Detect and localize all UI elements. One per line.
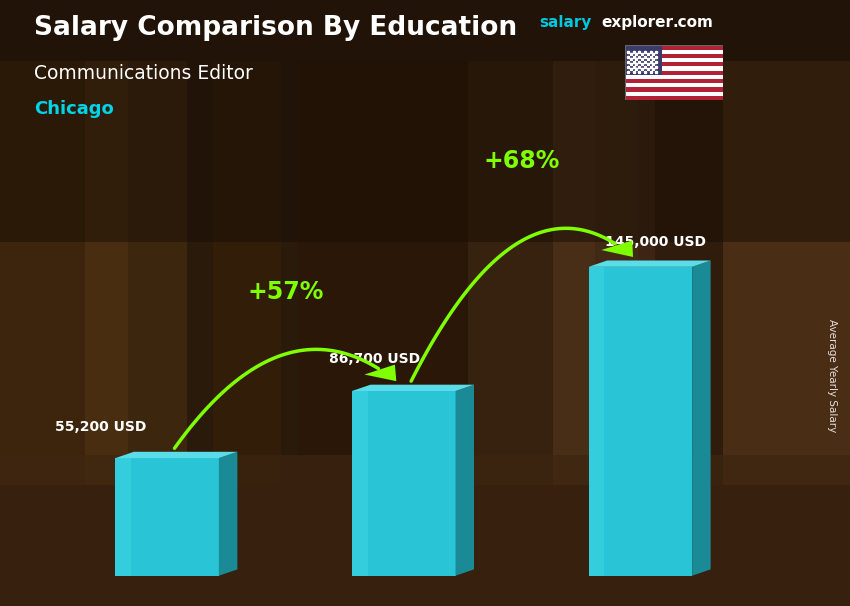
Polygon shape (601, 241, 633, 257)
Text: explorer: explorer (602, 15, 674, 30)
Polygon shape (692, 261, 711, 576)
Polygon shape (456, 385, 474, 576)
Text: 55,200 USD: 55,200 USD (55, 419, 146, 433)
Bar (625, 50, 722, 54)
Bar (552, 61, 654, 485)
Text: Salary Comparison By Education: Salary Comparison By Education (34, 15, 517, 41)
Bar (625, 79, 722, 83)
Bar (625, 45, 722, 50)
Bar (722, 61, 850, 485)
Polygon shape (352, 385, 474, 391)
Bar (625, 58, 722, 62)
Text: .com: .com (672, 15, 713, 30)
Polygon shape (352, 391, 367, 576)
Polygon shape (116, 458, 131, 576)
Polygon shape (365, 365, 396, 381)
Bar (638, 61, 722, 485)
Polygon shape (352, 391, 456, 576)
Text: +57%: +57% (247, 280, 324, 304)
Bar (625, 67, 722, 71)
Bar (625, 75, 722, 79)
Text: 145,000 USD: 145,000 USD (604, 235, 706, 249)
Bar (298, 61, 468, 485)
Polygon shape (588, 267, 604, 576)
Polygon shape (116, 452, 237, 458)
Polygon shape (218, 452, 237, 576)
Bar (0, 61, 128, 485)
Text: Communications Editor: Communications Editor (34, 64, 253, 82)
Bar (625, 87, 722, 92)
Bar (625, 92, 722, 96)
Bar (625, 62, 722, 67)
Text: Average Yearly Salary: Average Yearly Salary (827, 319, 837, 432)
Bar (625, 45, 662, 75)
Bar (468, 61, 595, 485)
Bar (625, 54, 722, 58)
Bar (625, 96, 722, 100)
Bar (85, 61, 187, 485)
Text: Chicago: Chicago (34, 100, 114, 118)
Bar (625, 83, 722, 87)
Polygon shape (588, 267, 692, 576)
Polygon shape (116, 458, 218, 576)
Bar (0, 454, 850, 606)
Text: salary: salary (540, 15, 592, 30)
Bar (0, 0, 850, 242)
Bar (212, 61, 280, 485)
Bar (625, 71, 722, 75)
Text: 86,700 USD: 86,700 USD (329, 353, 420, 367)
Text: +68%: +68% (484, 148, 560, 173)
Polygon shape (588, 261, 711, 267)
